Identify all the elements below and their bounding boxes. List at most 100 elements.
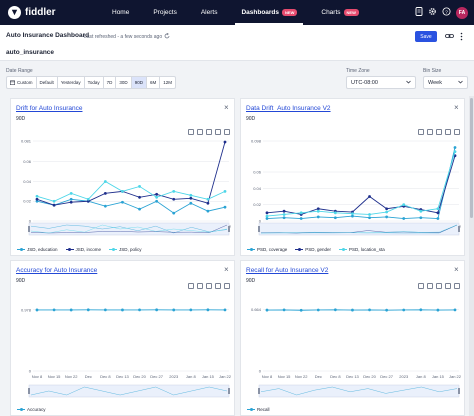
data-point[interactable]: [282, 216, 286, 220]
data-point[interactable]: [436, 308, 440, 312]
refresh-icon[interactable]: [224, 283, 230, 289]
data-point[interactable]: [333, 308, 337, 312]
legend-item[interactable]: JSD, policy: [109, 247, 142, 252]
range-default[interactable]: Default: [37, 77, 58, 88]
data-point[interactable]: [316, 215, 320, 219]
data-point[interactable]: [121, 308, 124, 312]
time-zone-select[interactable]: UTC-08:00: [346, 76, 416, 89]
range-90d[interactable]: 90D: [131, 77, 147, 88]
legend-item[interactable]: Accuracy: [17, 407, 46, 412]
data-point[interactable]: [35, 199, 39, 203]
reset-zoom-icon[interactable]: [427, 283, 433, 289]
data-point[interactable]: [155, 195, 159, 199]
data-point[interactable]: [351, 212, 354, 216]
gear-icon[interactable]: [428, 7, 437, 18]
data-point[interactable]: [453, 308, 457, 312]
nav-dashboards[interactable]: Dashboards NEW: [229, 0, 309, 25]
card-title[interactable]: Drift for Auto Insurance: [16, 105, 83, 112]
data-point[interactable]: [155, 308, 159, 312]
data-point[interactable]: [402, 308, 406, 312]
close-icon[interactable]: ×: [454, 103, 459, 112]
page-scrollbar[interactable]: [469, 96, 474, 416]
save-button[interactable]: Save: [415, 31, 437, 42]
data-point[interactable]: [35, 197, 39, 201]
data-point[interactable]: [155, 192, 159, 196]
range-navigator[interactable]: [258, 384, 460, 398]
data-point[interactable]: [282, 213, 286, 216]
pan-icon[interactable]: [436, 129, 442, 135]
data-point[interactable]: [316, 207, 320, 211]
zoom-icon[interactable]: [418, 283, 424, 289]
series-line[interactable]: [36, 198, 226, 214]
data-point[interactable]: [206, 209, 210, 213]
data-point[interactable]: [138, 207, 141, 211]
avatar[interactable]: FA: [456, 6, 468, 19]
data-point[interactable]: [172, 308, 176, 312]
data-point[interactable]: [35, 308, 39, 312]
link-icon[interactable]: [445, 32, 454, 42]
data-point[interactable]: [69, 308, 73, 312]
data-point[interactable]: [138, 195, 141, 199]
range-12m[interactable]: 12M: [163, 80, 172, 85]
data-point[interactable]: [368, 216, 371, 220]
range-7d[interactable]: 7D: [104, 77, 117, 88]
data-point[interactable]: [35, 194, 39, 198]
data-point[interactable]: [155, 199, 159, 203]
data-point[interactable]: [52, 199, 56, 203]
range-6m[interactable]: 6M: [147, 77, 161, 88]
data-point[interactable]: [103, 180, 107, 183]
zoom-icon[interactable]: [418, 129, 424, 135]
legend-item[interactable]: PSD, gender: [295, 247, 331, 252]
data-point[interactable]: [172, 197, 176, 201]
data-point[interactable]: [351, 214, 354, 218]
data-point[interactable]: [86, 197, 90, 201]
data-point[interactable]: [206, 197, 210, 201]
data-point[interactable]: [453, 150, 457, 154]
tab-auto-insurance[interactable]: auto_insurance: [6, 49, 55, 56]
zoom-icon[interactable]: [188, 129, 194, 135]
data-point[interactable]: [206, 201, 210, 205]
series-line[interactable]: [266, 147, 456, 220]
range-yesterday[interactable]: Yesterday: [58, 77, 85, 88]
close-icon[interactable]: ×: [224, 103, 229, 112]
data-point[interactable]: [121, 189, 124, 193]
legend-item[interactable]: JSD, income: [65, 247, 101, 252]
data-point[interactable]: [189, 196, 193, 200]
refresh-icon[interactable]: [454, 129, 460, 135]
bar-chart-icon[interactable]: [445, 129, 451, 135]
data-point[interactable]: [206, 308, 210, 312]
data-point[interactable]: [436, 211, 440, 215]
data-point[interactable]: [189, 201, 193, 205]
zoom-icon[interactable]: [188, 283, 194, 289]
data-point[interactable]: [351, 308, 354, 312]
bar-chart-icon[interactable]: [215, 129, 221, 135]
navigator-handle[interactable]: [28, 388, 30, 394]
navigator-handle[interactable]: [228, 388, 230, 394]
navigator-handle[interactable]: [28, 226, 30, 232]
data-point[interactable]: [103, 204, 107, 208]
navigator-handle[interactable]: [258, 388, 260, 394]
card-title[interactable]: Accuracy for Auto Insurance: [16, 267, 98, 274]
data-point[interactable]: [86, 199, 90, 203]
data-point[interactable]: [103, 308, 107, 312]
navigator-handle[interactable]: [458, 388, 460, 394]
legend-item[interactable]: PSD, location_sta: [339, 247, 385, 252]
reset-zoom-icon[interactable]: [197, 129, 203, 135]
refresh-icon[interactable]: [454, 283, 460, 289]
data-point[interactable]: [265, 211, 269, 215]
close-icon[interactable]: ×: [224, 265, 229, 274]
data-point[interactable]: [402, 203, 406, 207]
refresh-icon[interactable]: [224, 129, 230, 135]
data-point[interactable]: [419, 216, 423, 220]
range-custom[interactable]: Custom: [7, 77, 37, 88]
document-icon[interactable]: [415, 7, 423, 18]
data-point[interactable]: [223, 308, 227, 312]
data-point[interactable]: [419, 308, 423, 312]
data-point[interactable]: [385, 207, 389, 211]
data-point[interactable]: [385, 215, 389, 219]
data-point[interactable]: [172, 211, 176, 215]
data-point[interactable]: [189, 308, 193, 312]
legend-item[interactable]: JSD, education: [17, 247, 58, 252]
data-point[interactable]: [436, 207, 440, 211]
data-point[interactable]: [223, 140, 227, 144]
